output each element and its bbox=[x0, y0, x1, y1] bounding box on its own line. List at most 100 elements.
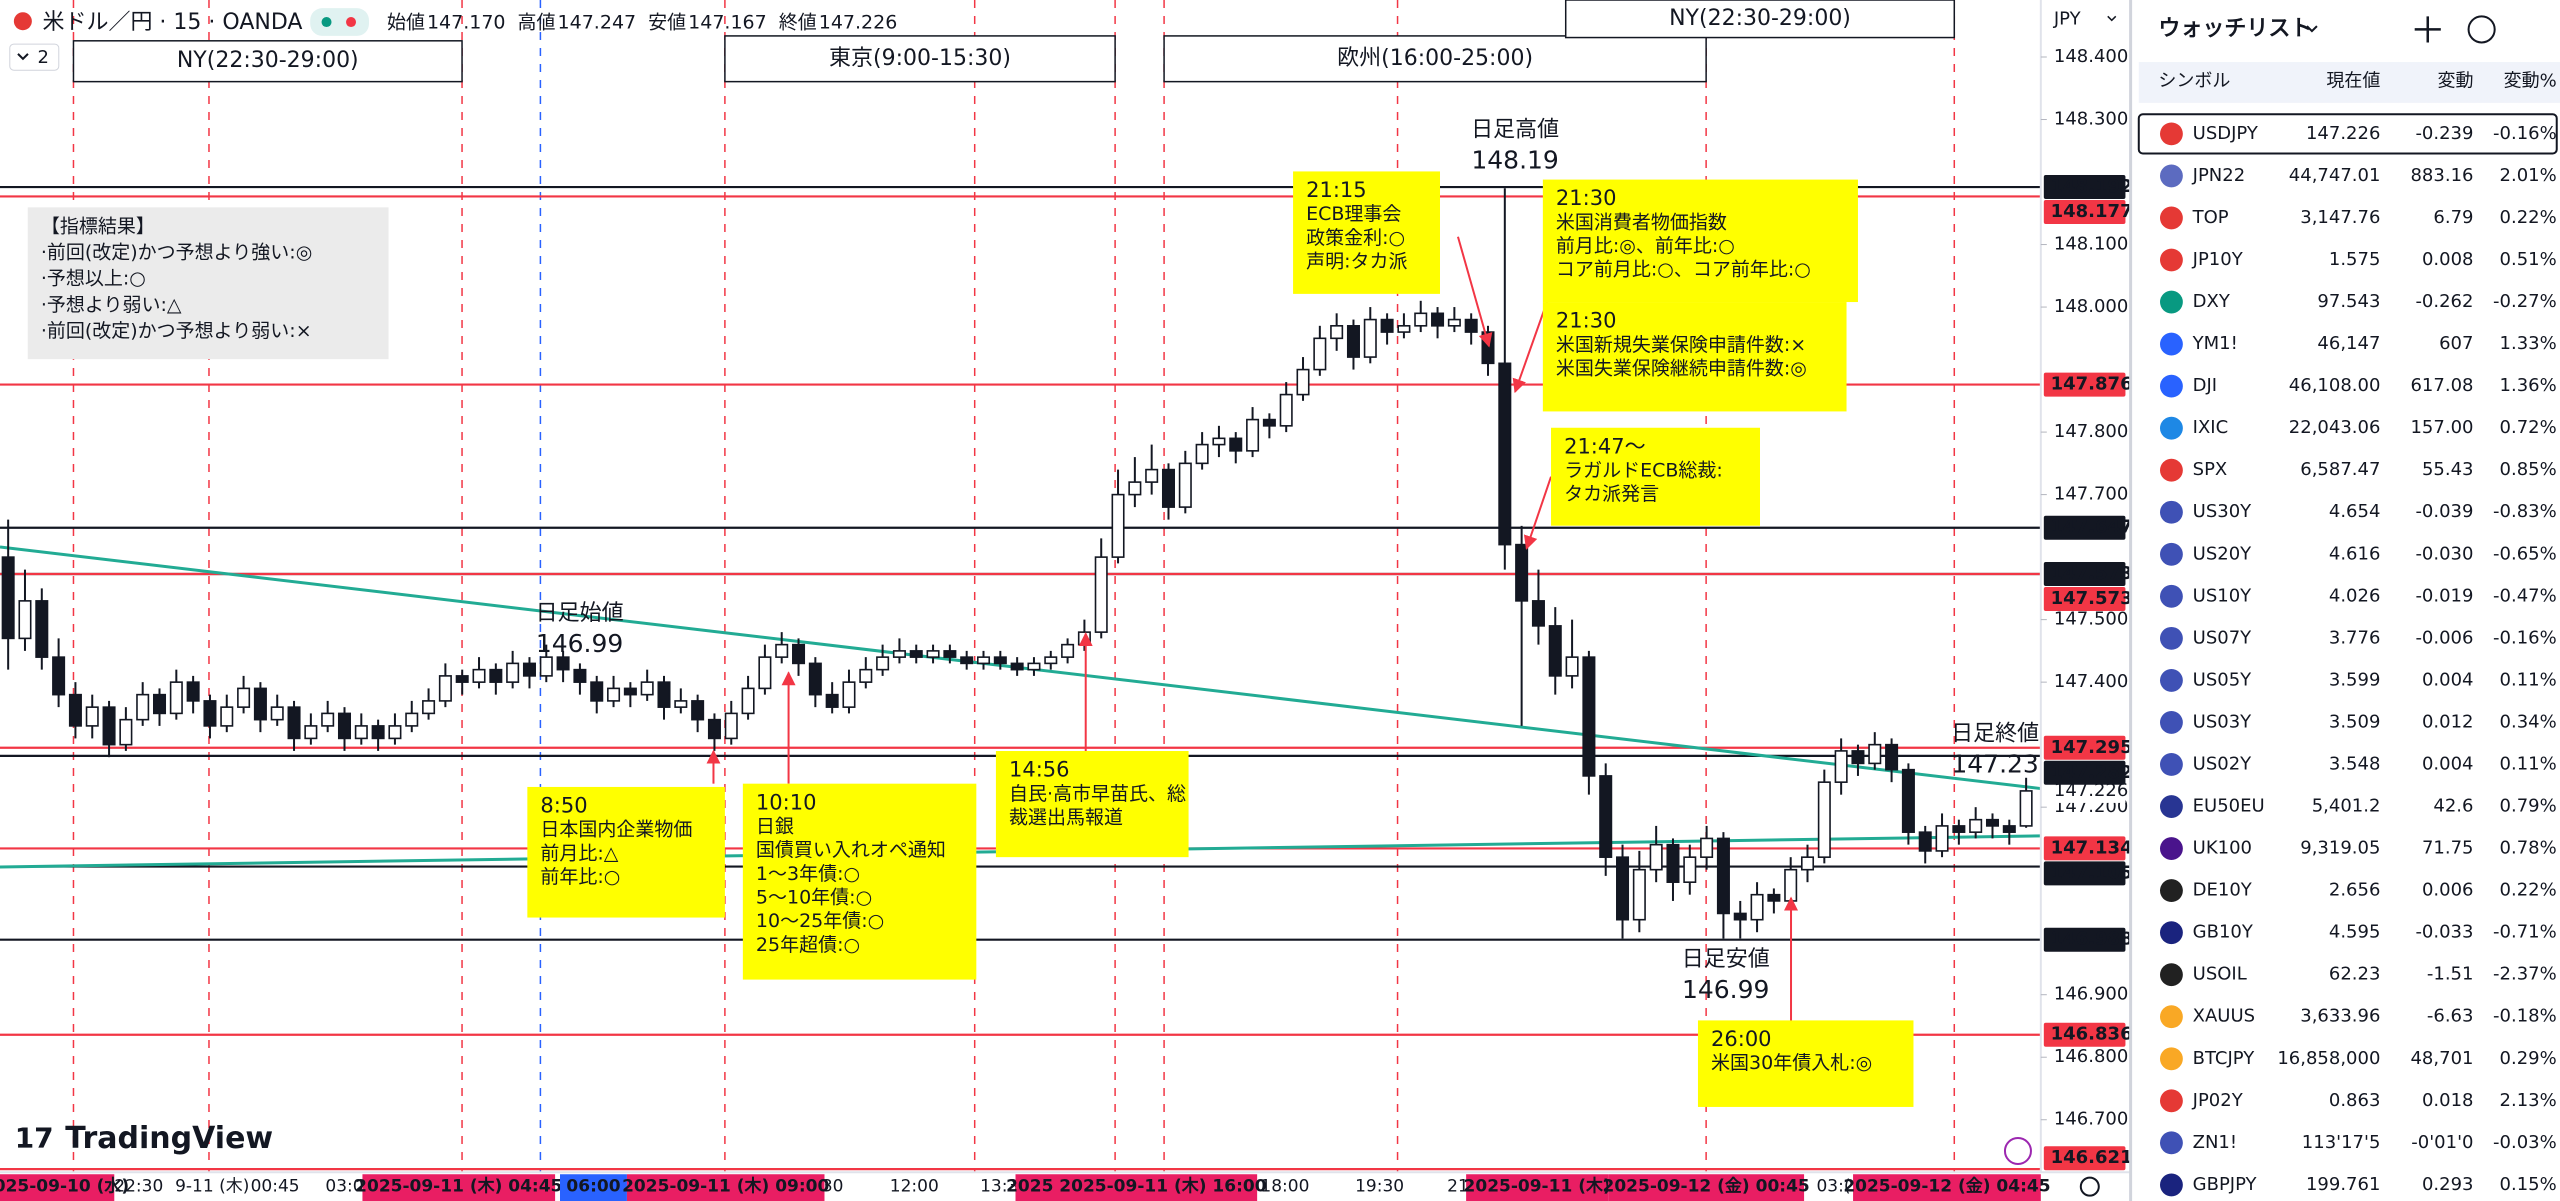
symbol[interactable]: US30Y bbox=[2193, 501, 2253, 522]
time-highlight bbox=[1466, 1174, 1609, 1201]
symbol[interactable]: DJI bbox=[2193, 375, 2217, 396]
annotation-box bbox=[1542, 302, 1847, 412]
symbol[interactable]: GBPJPY bbox=[2193, 1174, 2258, 1195]
session-box bbox=[1163, 35, 1707, 83]
candle-body bbox=[1195, 443, 1209, 465]
candle-body bbox=[1346, 325, 1360, 358]
change: -0.039 bbox=[2415, 501, 2473, 522]
candle-body bbox=[1010, 662, 1024, 671]
annotation-box bbox=[1697, 1020, 1914, 1107]
symbol[interactable]: JP02Y bbox=[2192, 1090, 2244, 1111]
price: 4.595 bbox=[2329, 922, 2381, 943]
candle-body bbox=[590, 681, 604, 702]
candle-body bbox=[1414, 312, 1428, 327]
symbol[interactable]: US07Y bbox=[2193, 627, 2253, 648]
candle-body bbox=[489, 668, 503, 683]
symbol[interactable]: US02Y bbox=[2193, 753, 2253, 774]
change: 6.79 bbox=[2433, 207, 2473, 228]
price-level-label: 147.282 bbox=[2051, 762, 2133, 783]
price: 3.776 bbox=[2329, 627, 2381, 648]
price: 44,747.01 bbox=[2289, 165, 2381, 186]
symbol[interactable]: DE10Y bbox=[2193, 880, 2253, 901]
change-pct: 0.29% bbox=[2500, 1048, 2557, 1069]
symbol[interactable]: XAUUS bbox=[2193, 1006, 2255, 1027]
candle-body bbox=[640, 681, 654, 696]
change: 617.08 bbox=[2410, 375, 2473, 396]
symbol[interactable]: GB10Y bbox=[2193, 922, 2254, 943]
menu-icon[interactable] bbox=[2467, 15, 2496, 44]
symbol[interactable]: US20Y bbox=[2193, 543, 2253, 564]
candle-body bbox=[1161, 468, 1176, 508]
candle-body bbox=[472, 668, 486, 683]
candle-body bbox=[1599, 775, 1613, 858]
time-highlight bbox=[1015, 1174, 1258, 1201]
symbol[interactable]: USDJPY bbox=[2193, 123, 2259, 144]
symbol[interactable]: EU50EU bbox=[2193, 796, 2265, 817]
annotation-arrow bbox=[1523, 476, 1552, 550]
change: 42.6 bbox=[2433, 796, 2473, 817]
symbol[interactable]: USOIL bbox=[2193, 964, 2247, 985]
annotation-text: 8:50 bbox=[540, 794, 587, 818]
add-icon[interactable] bbox=[2414, 16, 2441, 43]
settings-icon[interactable] bbox=[2079, 1176, 2100, 1197]
candle-body bbox=[85, 706, 99, 727]
session-label: NY(22:30-29:00) bbox=[1669, 6, 1851, 31]
symbol[interactable]: UK100 bbox=[2193, 838, 2252, 859]
symbol[interactable]: IXIC bbox=[2193, 417, 2229, 438]
day-value: 148.19 bbox=[1471, 146, 1558, 175]
status-badge bbox=[310, 8, 369, 36]
symbol[interactable]: US03Y bbox=[2193, 711, 2253, 732]
y-tick-label: 146.800 bbox=[2054, 1046, 2128, 1067]
symbol[interactable]: JPN22 bbox=[2192, 165, 2246, 186]
candle-body bbox=[842, 681, 856, 708]
annotation-text: 10:10 bbox=[756, 790, 817, 814]
symbol[interactable]: US10Y bbox=[2193, 585, 2253, 606]
selected-row[interactable] bbox=[2137, 113, 2558, 155]
change-pct: -0.47% bbox=[2493, 585, 2557, 606]
assistant-icon[interactable] bbox=[2003, 1137, 2032, 1166]
candle-body bbox=[892, 650, 906, 658]
y-tick-label: 148.300 bbox=[2054, 109, 2128, 130]
symbol[interactable]: JP10Y bbox=[2192, 249, 2244, 270]
annotation-box bbox=[742, 783, 977, 980]
candle-body bbox=[304, 725, 318, 740]
candle-body bbox=[674, 700, 688, 708]
symbol[interactable]: US05Y bbox=[2193, 669, 2253, 690]
x-tick-label: 2025-09-11 (木) 09:00 bbox=[622, 1176, 829, 1197]
change: 0.004 bbox=[2422, 669, 2474, 690]
symbol[interactable]: DXY bbox=[2193, 291, 2231, 312]
candle-body bbox=[943, 650, 957, 658]
price-level-label: 147.573 bbox=[2051, 588, 2133, 609]
symbol[interactable]: SPX bbox=[2193, 459, 2228, 480]
price: 4.616 bbox=[2329, 543, 2381, 564]
symbol-icon bbox=[2160, 753, 2183, 776]
symbol-icon bbox=[2160, 248, 2183, 272]
price: 3,147.76 bbox=[2300, 207, 2380, 228]
candle-body bbox=[691, 700, 705, 721]
candle-body bbox=[976, 656, 991, 665]
symbol[interactable]: BTCJPY bbox=[2193, 1048, 2256, 1069]
candle-body bbox=[724, 712, 738, 740]
ohlc-label: 高値 bbox=[518, 11, 556, 33]
annotation-text: 国債買い入れオペ通知 bbox=[756, 839, 946, 861]
symbol[interactable]: TOP bbox=[2192, 207, 2229, 228]
change: 0.008 bbox=[2422, 249, 2474, 270]
y-tick-label: 147.800 bbox=[2054, 421, 2128, 442]
symbol[interactable]: YM1! bbox=[2192, 333, 2238, 354]
candle-body bbox=[1111, 493, 1125, 558]
column-header: シンボル bbox=[2158, 71, 2230, 92]
symbol-icon bbox=[2160, 879, 2183, 903]
logo-mark: 17 bbox=[15, 1122, 54, 1155]
symbol[interactable]: ZN1! bbox=[2193, 1132, 2237, 1153]
annotation-text: 米国失業保険継続申請件数:◎ bbox=[1556, 357, 1807, 379]
price-level-tag bbox=[2043, 372, 2126, 397]
candle-body bbox=[287, 706, 301, 740]
price-level-label: 147.134 bbox=[2051, 837, 2133, 858]
change-pct: -0.16% bbox=[2493, 627, 2557, 648]
candle-body bbox=[825, 693, 839, 708]
change-pct: -0.71% bbox=[2493, 922, 2557, 943]
price: 199.761 bbox=[2306, 1174, 2380, 1195]
candle-body bbox=[1027, 662, 1041, 671]
candle-body bbox=[1145, 468, 1159, 483]
pane-toggle[interactable] bbox=[9, 43, 60, 71]
